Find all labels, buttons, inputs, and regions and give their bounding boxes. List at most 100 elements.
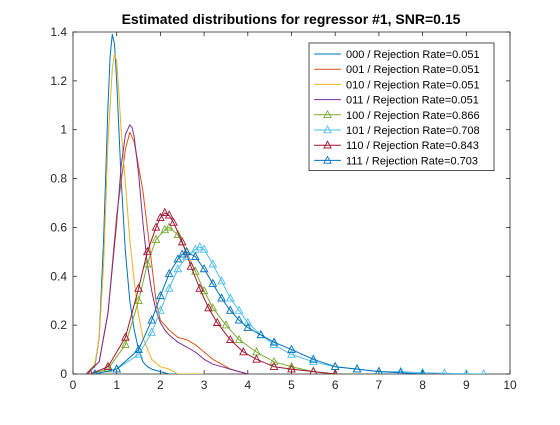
data-point <box>195 283 205 292</box>
data-point <box>199 263 209 273</box>
y-tick-label: 0.4 <box>50 269 67 283</box>
data-point <box>217 293 226 302</box>
data-point <box>191 251 200 260</box>
data-point <box>173 229 183 239</box>
data-point <box>332 369 338 374</box>
data-point <box>463 368 470 374</box>
data-point <box>134 344 143 353</box>
series-line <box>85 131 248 374</box>
data-point <box>87 369 94 374</box>
y-tick-label: 0.8 <box>50 172 67 186</box>
data-point <box>191 266 200 275</box>
data-point <box>309 366 318 374</box>
data-point <box>182 251 191 260</box>
data-point <box>164 283 174 292</box>
legend-entry: 110 / Rejection Rate=0.843 <box>346 140 479 152</box>
x-tick-label: 7 <box>376 378 383 392</box>
data-point <box>156 305 165 314</box>
series-1 <box>85 131 248 374</box>
legend-entry: 100 / Rejection Rate=0.866 <box>346 110 480 122</box>
data-point <box>208 303 218 312</box>
data-point <box>217 276 226 285</box>
legend-box <box>308 42 495 171</box>
data-point <box>212 317 222 326</box>
data-point <box>234 305 244 314</box>
series-line <box>94 246 484 374</box>
data-point <box>419 367 426 374</box>
x-tick-label: 2 <box>157 378 164 392</box>
data-point <box>134 349 143 358</box>
data-point <box>92 369 98 374</box>
data-point <box>164 268 174 278</box>
y-tick-label: 1.4 <box>50 25 67 39</box>
x-tick-label: 6 <box>332 378 339 392</box>
legend-entry: 011 / Rejection Rate=0.051 <box>346 95 479 107</box>
data-point <box>269 356 279 366</box>
data-point <box>441 368 448 374</box>
y-tick-label: 1 <box>60 123 67 137</box>
data-point <box>103 361 113 370</box>
x-tick-label: 10 <box>503 378 517 392</box>
x-tick-label: 9 <box>463 378 470 392</box>
data-point <box>287 344 296 353</box>
legend-entry: 101 / Rejection Rate=0.708 <box>346 125 480 137</box>
data-point <box>177 237 187 246</box>
series-3 <box>85 124 248 374</box>
x-tick-label: 3 <box>201 378 208 392</box>
legend-marker <box>323 125 332 134</box>
data-point <box>225 334 235 344</box>
data-point <box>134 295 143 304</box>
data-point <box>186 261 196 270</box>
data-point <box>352 364 362 373</box>
data-point <box>225 305 235 314</box>
legend-entry: 111 / Rejection Rate=0.703 <box>346 155 478 167</box>
data-point <box>112 364 122 373</box>
series-line <box>85 124 248 374</box>
plot-area <box>85 33 487 374</box>
data-point <box>169 217 178 226</box>
data-point <box>397 367 405 374</box>
legend-entry: 010 / Rejection Rate=0.051 <box>346 79 480 91</box>
y-tick-label: 0 <box>60 367 67 381</box>
x-tick-label: 1 <box>113 378 120 392</box>
data-point <box>121 332 130 341</box>
legend-marker <box>323 155 332 164</box>
data-point <box>160 224 170 234</box>
x-tick-label: 8 <box>419 378 426 392</box>
series-line <box>85 53 205 374</box>
legend-entry: 000 / Rejection Rate=0.051 <box>346 49 480 61</box>
data-point <box>243 317 253 326</box>
data-point <box>177 249 187 258</box>
data-point <box>164 222 174 231</box>
series-line <box>85 33 205 374</box>
data-point <box>481 369 487 374</box>
data-point <box>208 278 218 287</box>
data-point <box>330 361 340 370</box>
series-0 <box>85 33 205 374</box>
data-point <box>204 303 213 312</box>
data-point <box>151 222 161 231</box>
legend: 000 / Rejection Rate=0.051 001 / Rejectio… <box>308 42 495 171</box>
legend-entry: 001 / Rejection Rate=0.051 <box>346 64 480 76</box>
series-7 <box>92 246 426 374</box>
chart-title: Estimated distributions for regressor #1… <box>122 11 461 27</box>
series-line <box>94 251 423 374</box>
data-point <box>269 337 279 346</box>
data-point <box>234 334 244 344</box>
data-point <box>239 347 248 356</box>
data-point <box>287 364 296 373</box>
data-point <box>147 327 157 336</box>
data-point <box>243 322 253 331</box>
data-point <box>309 356 318 366</box>
data-point <box>173 254 183 263</box>
data-point <box>156 212 165 221</box>
data-point <box>182 246 191 256</box>
data-point <box>419 369 426 374</box>
data-point <box>208 259 218 268</box>
x-tick-label: 5 <box>288 378 295 392</box>
data-point <box>151 234 161 243</box>
data-point <box>199 244 209 253</box>
data-point <box>173 263 183 273</box>
